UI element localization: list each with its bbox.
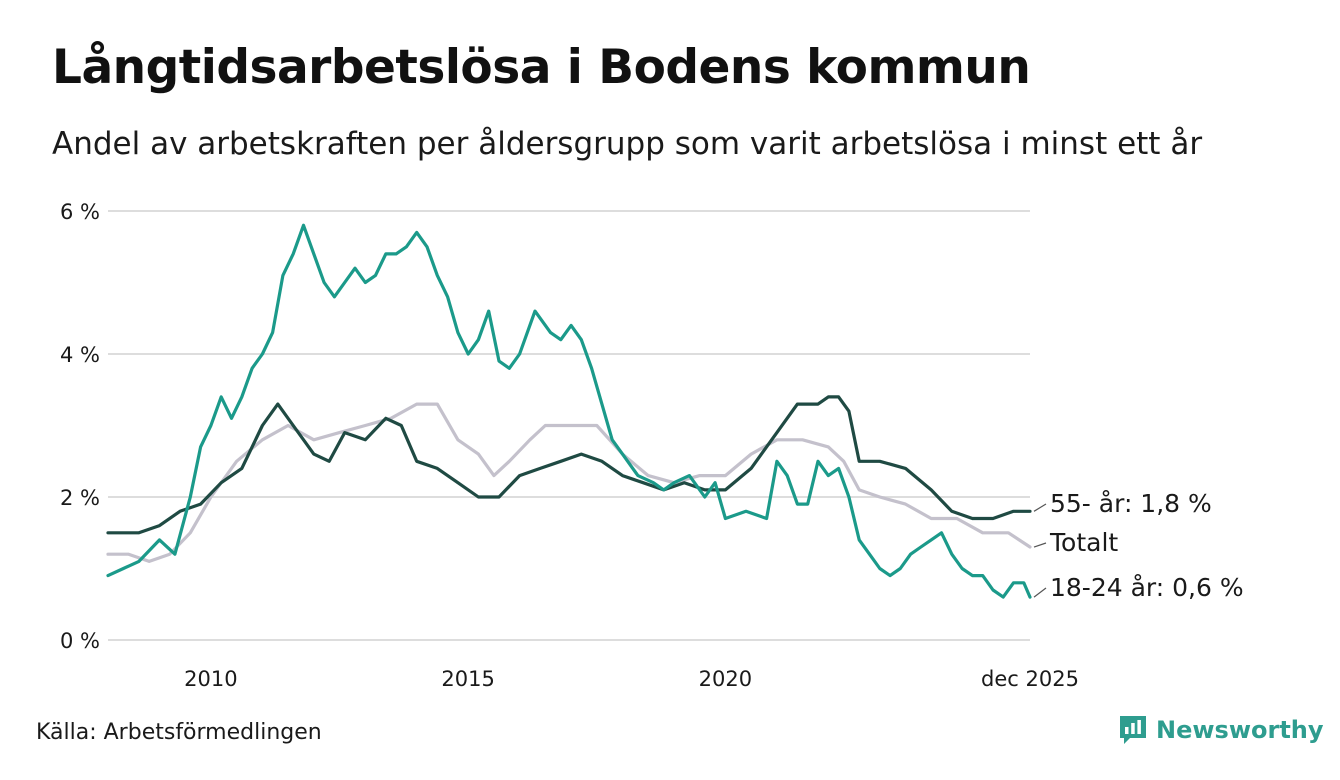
y-tick-label: 2 % [60, 486, 100, 510]
series-line-old [106, 395, 1032, 535]
y-tick-label: 0 % [60, 629, 100, 653]
series-label-total: Totalt [1049, 528, 1118, 557]
series-label-old: 55- år: 1,8 % [1050, 489, 1212, 518]
x-tick-label: 2010 [184, 667, 237, 691]
series-label-young: 18-24 år: 0,6 % [1050, 573, 1244, 602]
brand-name: Newsworthy [1156, 716, 1324, 744]
chart-title: Långtidsarbetslösa i Bodens kommun [52, 40, 1031, 95]
chart-subtitle: Andel av arbetskraften per åldersgrupp s… [52, 126, 1203, 162]
label-leader [1033, 587, 1047, 598]
x-tick-label: 2020 [699, 667, 752, 691]
y-tick-label: 6 % [60, 200, 100, 224]
x-tick-label: 2015 [441, 667, 494, 691]
y-tick-label: 4 % [60, 343, 100, 367]
label-leader [1033, 503, 1047, 512]
label-leader [1033, 542, 1047, 548]
brand-logo[interactable]: Newsworthy [1118, 714, 1324, 746]
series-line-total [106, 402, 1032, 563]
bar-chart-icon [1120, 716, 1146, 744]
series-layer [106, 223, 1032, 599]
label-layer: 0 % 2 % 4 % 6 % 2010 2015 2020 dec 2025 Totalt 55… [60, 200, 1244, 691]
series-line-young [106, 223, 1032, 599]
source-note: Källa: Arbetsförmedlingen [36, 720, 322, 745]
x-tick-label: dec 2025 [981, 667, 1079, 691]
